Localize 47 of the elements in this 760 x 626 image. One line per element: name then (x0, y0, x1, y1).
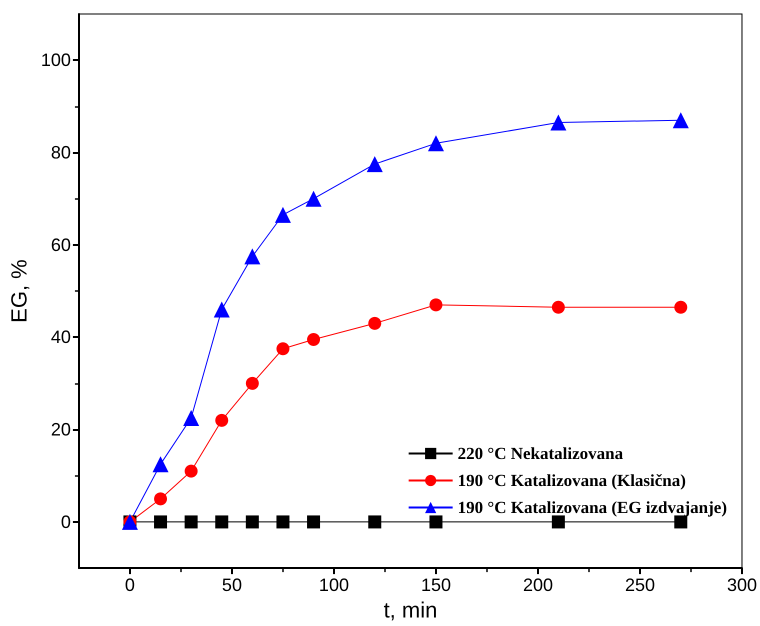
point (368, 316, 382, 330)
x-axis-title: t, min (384, 598, 438, 622)
point (244, 248, 260, 264)
point (429, 515, 442, 528)
point (152, 456, 169, 472)
point (307, 333, 320, 346)
point (307, 515, 320, 528)
point (154, 492, 168, 506)
x-tick-label: 150 (420, 575, 451, 596)
point (184, 515, 198, 528)
point (428, 135, 444, 152)
x-tick-label: 100 (318, 575, 349, 596)
point (552, 300, 565, 314)
point (672, 112, 689, 128)
y-tick-label: 100 (40, 50, 71, 70)
point (306, 190, 322, 207)
point (276, 515, 290, 528)
x-tick-label: 0 (124, 575, 135, 596)
y-tick-label: 60 (50, 234, 71, 255)
point (246, 515, 259, 528)
point (215, 515, 228, 528)
point (246, 376, 259, 390)
y-tick-label: 80 (50, 142, 71, 163)
point (552, 515, 565, 528)
legend-label: 220 °C Nekatalizovana (458, 444, 624, 463)
y-tick-label: 40 (50, 327, 71, 348)
x-tick-label: 250 (624, 575, 655, 596)
point (184, 464, 198, 478)
point (215, 414, 228, 427)
point (214, 302, 230, 318)
legend-label: 190 °C Katalizovana (Klasična) (458, 471, 686, 490)
point (368, 515, 382, 528)
point (550, 114, 566, 131)
point (366, 156, 383, 172)
point (429, 298, 442, 312)
y-tick-label: 20 (50, 420, 71, 440)
y-tick-label: 0 (60, 512, 71, 532)
x-tick-label: 200 (522, 575, 553, 596)
point (274, 206, 291, 223)
x-tick-label: 300 (726, 575, 758, 596)
point (276, 342, 290, 356)
y-axis-title: EG, % (6, 259, 32, 323)
point (183, 410, 200, 426)
point (674, 300, 688, 314)
point (154, 515, 168, 528)
legend-label: 190 °C Katalizovana (EG izdvajanje) (458, 498, 728, 517)
x-tick-label: 50 (222, 575, 242, 596)
